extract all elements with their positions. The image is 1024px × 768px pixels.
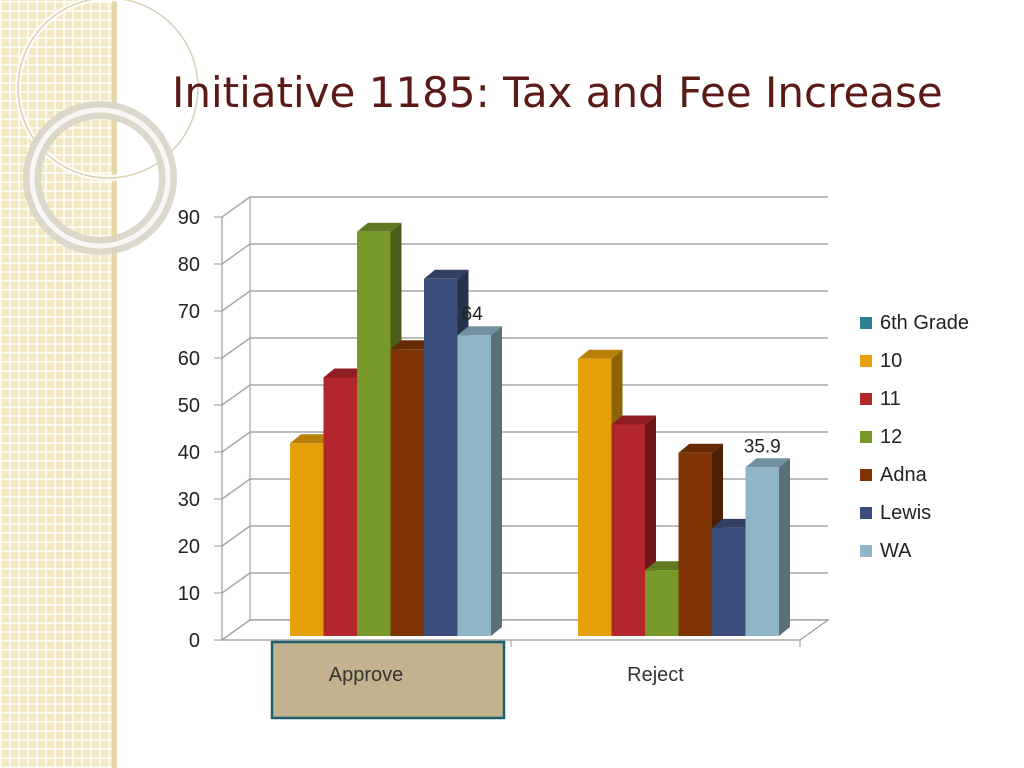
legend-swatch [860, 355, 872, 367]
y-tick-label: 70 [178, 301, 200, 323]
y-tick-label: 80 [178, 254, 200, 276]
bar-side [779, 458, 790, 636]
category-highlight-box [270, 640, 506, 720]
bar-front [424, 278, 458, 636]
y-tick-label: 10 [178, 583, 200, 605]
x-category-label: Approve [329, 664, 404, 686]
bar-top [645, 561, 690, 571]
bar-top [390, 340, 435, 350]
y-tick-label: 90 [178, 207, 200, 229]
bar-front [357, 231, 391, 637]
slide-title: Initiative 1185: Tax and Fee Increase [172, 68, 943, 117]
legend-label: 12 [880, 425, 903, 448]
bar-top [578, 349, 623, 359]
legend-label: WA [880, 539, 912, 562]
bar-front [290, 443, 324, 636]
legend-label: 6th Grade [880, 311, 969, 334]
bar-front [578, 358, 612, 636]
legend-item: 11 [860, 380, 969, 418]
bar-top [290, 434, 335, 444]
y-tick-label: 30 [178, 489, 200, 511]
x-category-label: Reject [627, 664, 684, 686]
bar [745, 458, 790, 636]
bar-front [323, 377, 357, 636]
legend-label: Adna [880, 463, 927, 486]
bar-top [457, 326, 502, 336]
bar-top [357, 222, 402, 232]
legend-swatch [860, 469, 872, 481]
legend-swatch [860, 393, 872, 405]
legend-item: 12 [860, 418, 969, 456]
bar-top [712, 518, 757, 528]
bar-front [457, 335, 491, 636]
legend-swatch [860, 317, 872, 329]
bar-top [611, 415, 656, 425]
bar-top [745, 458, 790, 468]
legend-item: 6th Grade [860, 304, 969, 342]
legend-label: 10 [880, 349, 903, 372]
bar [457, 326, 502, 636]
bar-side [491, 326, 502, 636]
legend-label: 11 [880, 387, 901, 410]
y-tick-label: 20 [178, 536, 200, 558]
legend-swatch [860, 507, 872, 519]
legend-item: Lewis [860, 494, 969, 532]
bar-front [678, 452, 712, 636]
bar-front [611, 424, 645, 636]
data-label: 64 [462, 304, 484, 325]
legend-swatch [860, 431, 872, 443]
y-tick-label: 50 [178, 395, 200, 417]
bar-front [645, 570, 679, 636]
bar-top [424, 269, 469, 279]
legend-item: WA [860, 532, 969, 570]
legend-swatch [860, 545, 872, 557]
chart-legend: 6th Grade 10 11 12 Adna Lewis WA [860, 304, 969, 570]
legend-item: 10 [860, 342, 969, 380]
y-tick-label: 40 [178, 442, 200, 464]
side-edge [112, 0, 117, 768]
legend-item: Adna [860, 456, 969, 494]
bar-top [678, 443, 723, 453]
bar-front [390, 349, 424, 636]
legend-label: Lewis [880, 501, 932, 524]
bar-front [712, 527, 746, 636]
bar-front [745, 467, 779, 636]
y-tick-label: 0 [189, 630, 200, 652]
bar-top [323, 368, 368, 378]
data-label: 35.9 [744, 436, 781, 457]
y-tick-label: 60 [178, 348, 200, 370]
decorative-rings [15, 0, 200, 255]
